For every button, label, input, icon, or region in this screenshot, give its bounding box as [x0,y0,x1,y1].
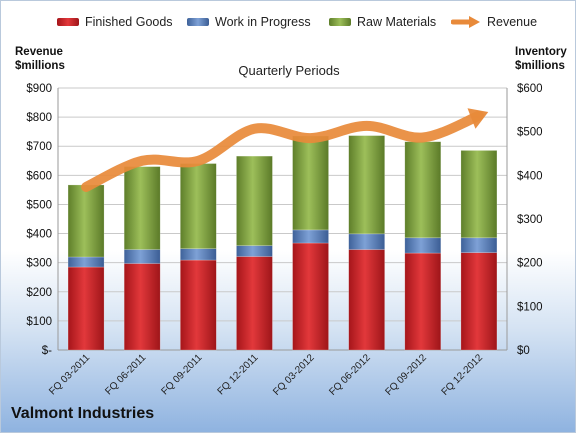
company-name: Valmont Industries [11,405,155,422]
left-axis-title-line: $millions [15,60,65,72]
bar-raw-materials [460,150,498,239]
legend-label: Raw Materials [357,15,437,29]
bar-finished-goods [404,252,442,351]
left-axis-title-line: Revenue [15,46,63,58]
bar-raw-materials [404,141,442,239]
legend-label: Finished Goods [85,15,173,29]
legend-item-revenue: Revenue [451,15,537,29]
left-tick-label: $700 [26,141,52,153]
legend-label: Revenue [487,15,538,29]
legend-swatch-finished-goods [57,18,79,26]
right-tick-label: $500 [517,127,543,139]
right-axis-title-line: Inventory [515,46,567,58]
right-tick-label: $300 [517,214,543,226]
right-tick-label: $0 [517,345,530,357]
legend: Finished Goods Work in Progress Raw Mate… [1,15,576,35]
bar-finished-goods [180,259,217,351]
left-tick-label: $200 [26,287,52,299]
bar-work-in-progress [236,245,273,257]
category-label: FQ 12-2012 [440,352,486,398]
right-tick-label: $200 [517,258,543,270]
right-tick-label: $600 [517,83,543,95]
bar-raw-materials [348,135,385,235]
left-tick-label: $800 [26,112,52,124]
category-label: FQ 06-2012 [327,352,373,398]
bar-work-in-progress [348,233,385,250]
bar-raw-materials [236,155,273,246]
bar-finished-goods [67,266,105,351]
bar-work-in-progress [123,249,161,264]
bar-raw-materials [292,135,329,231]
left-axis-title: Revenue $millions [15,45,65,73]
category-label: FQ 03-2011 [47,352,92,397]
category-label: FQ 12-2011 [216,352,261,397]
arrow-icon [451,16,480,28]
left-tick-label: $400 [26,229,52,241]
right-axis-title-line: $millions [515,60,565,72]
bar-raw-materials [67,184,105,258]
category-label: FQ 06-2011 [103,352,148,397]
legend-label: Work in Progress [215,15,311,29]
legend-item-finished-goods: Finished Goods [57,15,173,29]
legend-item-raw-materials: Raw Materials [329,15,436,29]
bar-finished-goods [292,242,329,351]
bar-finished-goods [460,252,498,351]
legend-swatch-raw-materials [329,18,351,26]
left-tick-label: $500 [26,199,52,211]
bar-work-in-progress [460,237,498,253]
left-tick-label: $- [42,345,52,357]
left-tick-label: $600 [26,170,52,182]
category-label: FQ 09-2011 [159,352,204,397]
revenue-line [81,110,484,192]
category-label: FQ 03-2012 [271,352,317,398]
category-label: FQ 09-2012 [383,352,429,398]
bar-raw-materials [180,163,217,249]
bar-finished-goods [348,249,385,351]
right-axis-title: Inventory $millions [515,45,567,73]
right-tick-label: $400 [517,170,543,182]
left-tick-label: $300 [26,258,52,270]
legend-item-work-in-progress: Work in Progress [187,15,311,29]
right-tick-label: $100 [517,301,543,313]
bar-finished-goods [123,263,161,351]
left-tick-label: $100 [26,316,52,328]
bar-finished-goods [236,256,273,351]
legend-swatch-work-in-progress [187,18,209,26]
chart-subtitle: Quarterly Periods [238,63,340,78]
left-tick-label: $900 [26,83,52,95]
bar-work-in-progress [404,237,442,254]
bar-work-in-progress [180,248,217,261]
bar-raw-materials [123,166,161,250]
bar-work-in-progress [292,229,329,244]
revenue-arrowhead [467,108,489,129]
bar-work-in-progress [67,256,105,268]
